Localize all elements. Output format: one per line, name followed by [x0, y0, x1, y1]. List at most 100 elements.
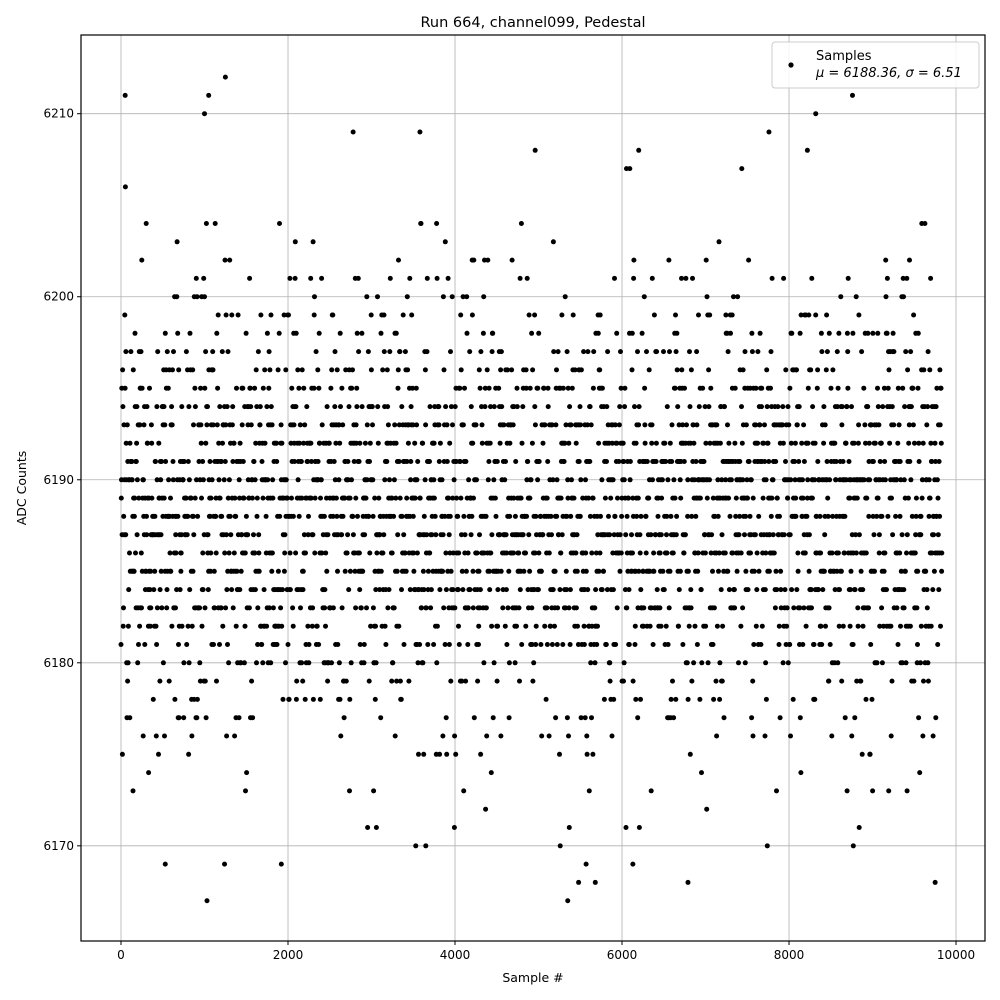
data-point [786, 422, 792, 428]
data-point [673, 696, 679, 702]
data-point [402, 550, 408, 556]
data-point [199, 623, 205, 629]
data-point [248, 422, 254, 428]
data-point [477, 385, 483, 391]
data-point [566, 733, 571, 739]
data-point [451, 825, 457, 830]
data-point [342, 568, 348, 574]
data-point [254, 495, 260, 501]
data-point [845, 349, 851, 355]
data-point [869, 696, 875, 702]
data-point [585, 587, 591, 593]
data-point [674, 330, 680, 336]
data-point [759, 385, 765, 391]
data-point [665, 477, 671, 483]
data-point [224, 587, 230, 593]
data-point [653, 459, 659, 464]
data-point [629, 532, 634, 538]
data-point [591, 349, 597, 355]
data-point [702, 532, 708, 538]
x-tick-label: 0 [117, 948, 125, 962]
data-point [158, 532, 164, 538]
data-point [677, 477, 683, 483]
data-point [330, 312, 336, 318]
data-point [856, 825, 862, 830]
data-point-outlier [350, 129, 356, 135]
data-point [665, 642, 671, 647]
data-point [915, 568, 921, 574]
data-point [382, 623, 388, 629]
data-point [467, 349, 473, 355]
y-tick-label: 6180 [43, 656, 74, 670]
data-point [459, 532, 464, 538]
data-point [238, 660, 244, 666]
data-point [399, 513, 405, 519]
data-point [809, 605, 814, 611]
data-point [173, 605, 178, 611]
data-point [878, 440, 884, 446]
data-point [722, 404, 727, 410]
data-point [840, 623, 846, 629]
data-point [282, 550, 288, 556]
data-point [125, 623, 131, 629]
data-point [170, 477, 176, 483]
data-point [191, 532, 197, 538]
data-point [704, 806, 710, 812]
data-point [624, 605, 630, 611]
data-point [286, 696, 292, 702]
data-point [393, 495, 399, 501]
data-point [815, 367, 821, 373]
data-point [818, 623, 824, 629]
data-point [208, 550, 214, 556]
data-point [448, 404, 454, 410]
data-point [640, 568, 646, 574]
data-point [812, 477, 818, 483]
data-point [850, 642, 856, 647]
data-point [853, 294, 859, 300]
data-point [179, 404, 185, 410]
data-point [635, 495, 641, 501]
data-point [693, 513, 699, 519]
data-point [601, 568, 606, 574]
data-point [933, 404, 939, 410]
data-point [195, 513, 201, 519]
data-point [719, 477, 725, 483]
data-point [199, 495, 204, 501]
data-point [470, 605, 476, 611]
data-point [611, 532, 617, 538]
data-point [781, 275, 787, 281]
data-point [536, 330, 542, 336]
data-point [222, 459, 228, 464]
data-point [588, 660, 594, 666]
data-point [915, 642, 920, 647]
data-point [581, 349, 587, 355]
data-point [575, 642, 581, 647]
data-point [416, 751, 421, 757]
data-point [597, 367, 603, 373]
data-point [465, 550, 471, 556]
data-point [572, 367, 578, 373]
data-point [431, 642, 437, 647]
data-point [678, 495, 684, 501]
data-point [793, 513, 799, 519]
data-point [824, 459, 830, 464]
data-point [567, 587, 573, 593]
data-point [442, 642, 448, 647]
data-point [674, 513, 680, 519]
data-point [255, 605, 261, 611]
data-point [322, 605, 328, 611]
data-point [221, 477, 227, 483]
data-point [191, 422, 196, 428]
data-point [581, 623, 587, 629]
data-point [480, 330, 486, 336]
data-point [666, 257, 672, 263]
data-point [928, 440, 934, 446]
data-point [554, 642, 560, 647]
data-point [159, 459, 164, 464]
data-point [345, 532, 351, 538]
data-point [524, 513, 530, 519]
data-point [262, 440, 268, 446]
data-point [457, 385, 463, 391]
data-point [189, 733, 195, 739]
data-point [431, 440, 437, 446]
